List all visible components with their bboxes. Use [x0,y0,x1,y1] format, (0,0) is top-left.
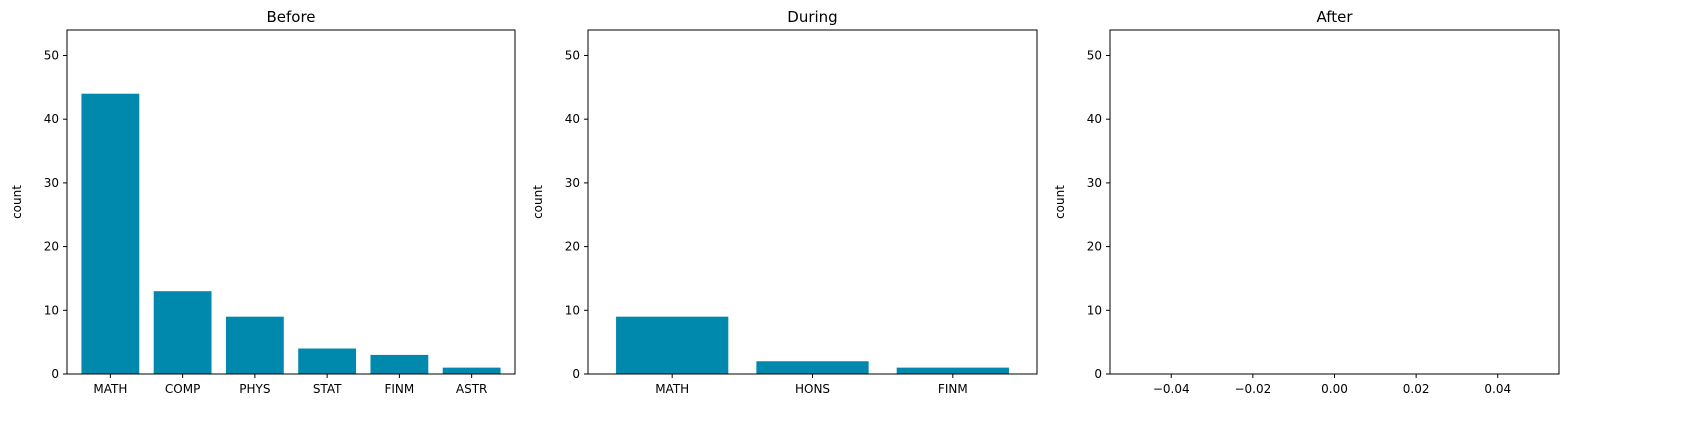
before-x-tick-label: MATH [93,382,127,396]
panel-after: −0.04 −0.02 0.00 0.02 0.04 0 10 20 30 40 50 After co… [1053,8,1560,396]
before-x-tick-label: PHYS [239,382,270,396]
during-bar-hons [756,361,869,374]
after-y-tick-label: 30 [1087,176,1102,190]
after-axes-frame [1109,29,1560,375]
before-y-tick-label: 0 [51,367,59,381]
panel-during: MATH HONS FINM 0 10 20 30 40 50 During count [531,8,1038,396]
during-y-tick-label: 50 [565,48,580,62]
after-y-tick-label: 50 [1087,48,1102,62]
after-x-tick-label: −0.02 [1234,382,1271,396]
before-x-tick-label: COMP [165,382,200,396]
before-x-tick-label: STAT [313,382,342,396]
after-x-tick-label: 0.00 [1321,382,1348,396]
after-title: After [1316,8,1353,26]
before-y-axis-label: count [10,185,24,219]
after-y-tick-label: 10 [1087,303,1102,317]
before-bar-math [81,93,140,374]
during-y-tick-label: 0 [572,367,580,381]
during-title: During [787,8,837,26]
before-y-tick-label: 40 [44,112,59,126]
during-bar-finm [896,367,1009,374]
during-x-tick-label: MATH [655,382,689,396]
before-axes-frame [66,29,516,375]
before-bar-astr [442,367,501,374]
after-y-tick-label: 40 [1087,112,1102,126]
after-x-tick-label: −0.04 [1153,382,1190,396]
after-y-tick-label: 0 [1094,367,1102,381]
after-x-tick-label: 0.04 [1484,382,1511,396]
during-y-tick-label: 40 [565,112,580,126]
during-y-tick-label: 30 [565,176,580,190]
before-y-tick-label: 30 [44,176,59,190]
before-y-tick-label: 50 [44,48,59,62]
during-bar-math [616,316,729,374]
before-x-tick-label: FINM [384,382,414,396]
before-title: Before [266,8,315,26]
during-y-tick-label: 20 [565,240,580,254]
before-y-tick-label: 10 [44,303,59,317]
before-bar-finm [370,354,429,374]
after-x-tick-label: 0.02 [1403,382,1430,396]
before-bar-stat [298,348,357,374]
after-y-tick-label: 20 [1087,240,1102,254]
during-axes-frame [587,29,1038,375]
before-y-tick-label: 20 [44,240,59,254]
after-y-axis-label: count [1053,185,1067,219]
during-x-tick-label: HONS [795,382,830,396]
before-x-tick-label: ASTR [456,382,488,396]
before-bar-phys [225,316,284,374]
before-bar-comp [153,291,212,374]
during-y-axis-label: count [531,185,545,219]
during-y-tick-label: 10 [565,303,580,317]
during-x-tick-label: FINM [938,382,968,396]
panel-before: MATH COMP PHYS STAT FINM ASTR 0 10 20 30 40 50 Befor… [10,8,516,396]
